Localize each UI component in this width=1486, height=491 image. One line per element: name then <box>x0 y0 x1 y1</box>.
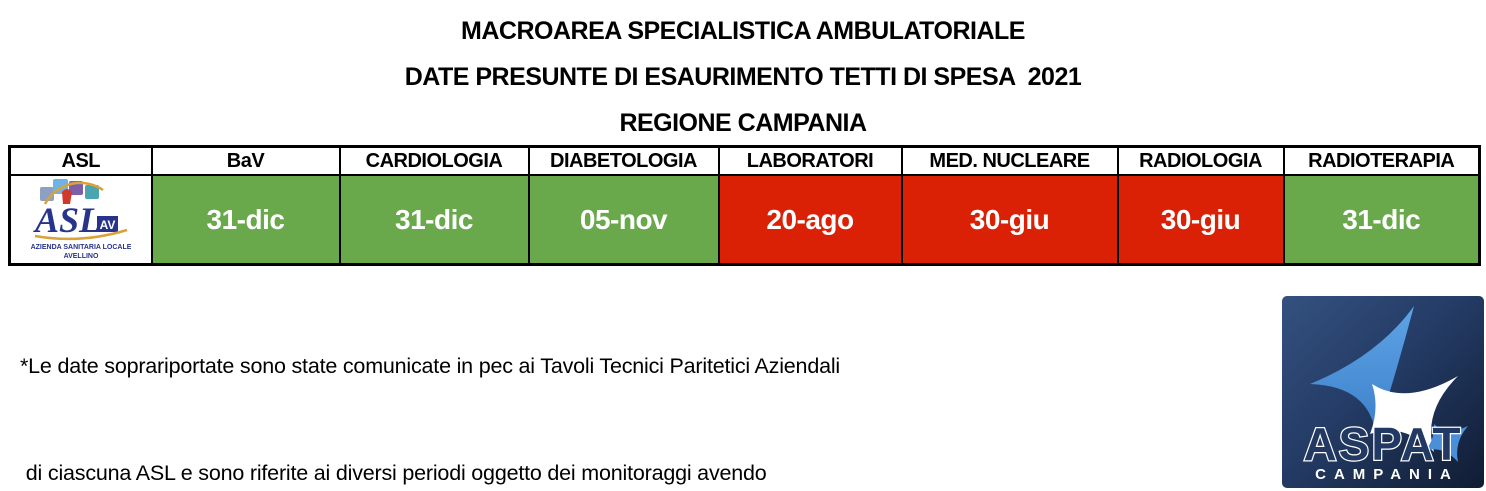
budget-table: ASL BaV CARDIOLOGIA DIABETOLOGIA LABORAT… <box>8 145 1481 266</box>
asl-avellino-logo: ASL AV AZIENDA SANITARIA LOCALE AVELLINO <box>31 178 131 260</box>
column-header-asl: ASL <box>8 145 153 176</box>
column-header-med-nucleare: MED. NUCLEARE <box>900 145 1119 176</box>
column-header-bav: BaV <box>150 145 341 176</box>
column-header-cardiologia: CARDIOLOGIA <box>338 145 530 176</box>
asl-acronym: ASL <box>33 200 101 240</box>
title-line-3: REGIONE CAMPANIA <box>619 109 867 137</box>
date-cell-radioterapia: 31-dic <box>1282 174 1481 266</box>
date-cell-laboratori: 20-ago <box>717 174 903 266</box>
column-header-radioterapia: RADIOTERAPIA <box>1282 145 1481 176</box>
table-data-row: ASL AV AZIENDA SANITARIA LOCALE AVELLINO… <box>8 174 1481 266</box>
asl-caption-line1: AZIENDA SANITARIA LOCALE <box>31 244 131 251</box>
aspat-title: ASPAT <box>1303 418 1462 470</box>
date-cell-bav: 31-dic <box>150 174 341 266</box>
asl-province-code: AV <box>99 218 115 232</box>
aspat-subtitle: CAMPANIA <box>1315 466 1459 483</box>
footnotes: *Le date soprariportate sono state comun… <box>20 278 967 491</box>
note1-line1: *Le date soprariportate sono state comun… <box>20 354 840 378</box>
title-block: MACROAREA SPECIALISTICA AMBULATORIALE DA… <box>0 8 1486 146</box>
note1-line2: di ciascuna ASL e sono riferite ai diver… <box>20 460 767 485</box>
date-cell-cardiologia: 31-dic <box>338 174 530 266</box>
date-cell-med-nucleare: 30-giu <box>900 174 1119 266</box>
sails-icon <box>1310 306 1468 462</box>
table-header-row: ASL BaV CARDIOLOGIA DIABETOLOGIA LABORAT… <box>8 145 1481 176</box>
date-cell-diabetologia: 05-nov <box>527 174 720 266</box>
column-header-radiologia: RADIOLOGIA <box>1116 145 1285 176</box>
asl-cell: ASL AV AZIENDA SANITARIA LOCALE AVELLINO <box>8 174 153 266</box>
date-cell-radiologia: 30-giu <box>1116 174 1285 266</box>
title-line-1: MACROAREA SPECIALISTICA AMBULATORIALE <box>461 17 1025 45</box>
aspat-campania-logo: ASPAT CAMPANIA <box>1282 296 1484 488</box>
column-header-diabetologia: DIABETOLOGIA <box>527 145 720 176</box>
asl-caption-line2: AVELLINO <box>63 253 98 260</box>
puzzle-pieces-icon <box>39 178 104 205</box>
title-line-2: DATE PRESUNTE DI ESAURIMENTO TETTI DI SP… <box>404 63 1082 91</box>
column-header-laboratori: LABORATORI <box>717 145 903 176</box>
